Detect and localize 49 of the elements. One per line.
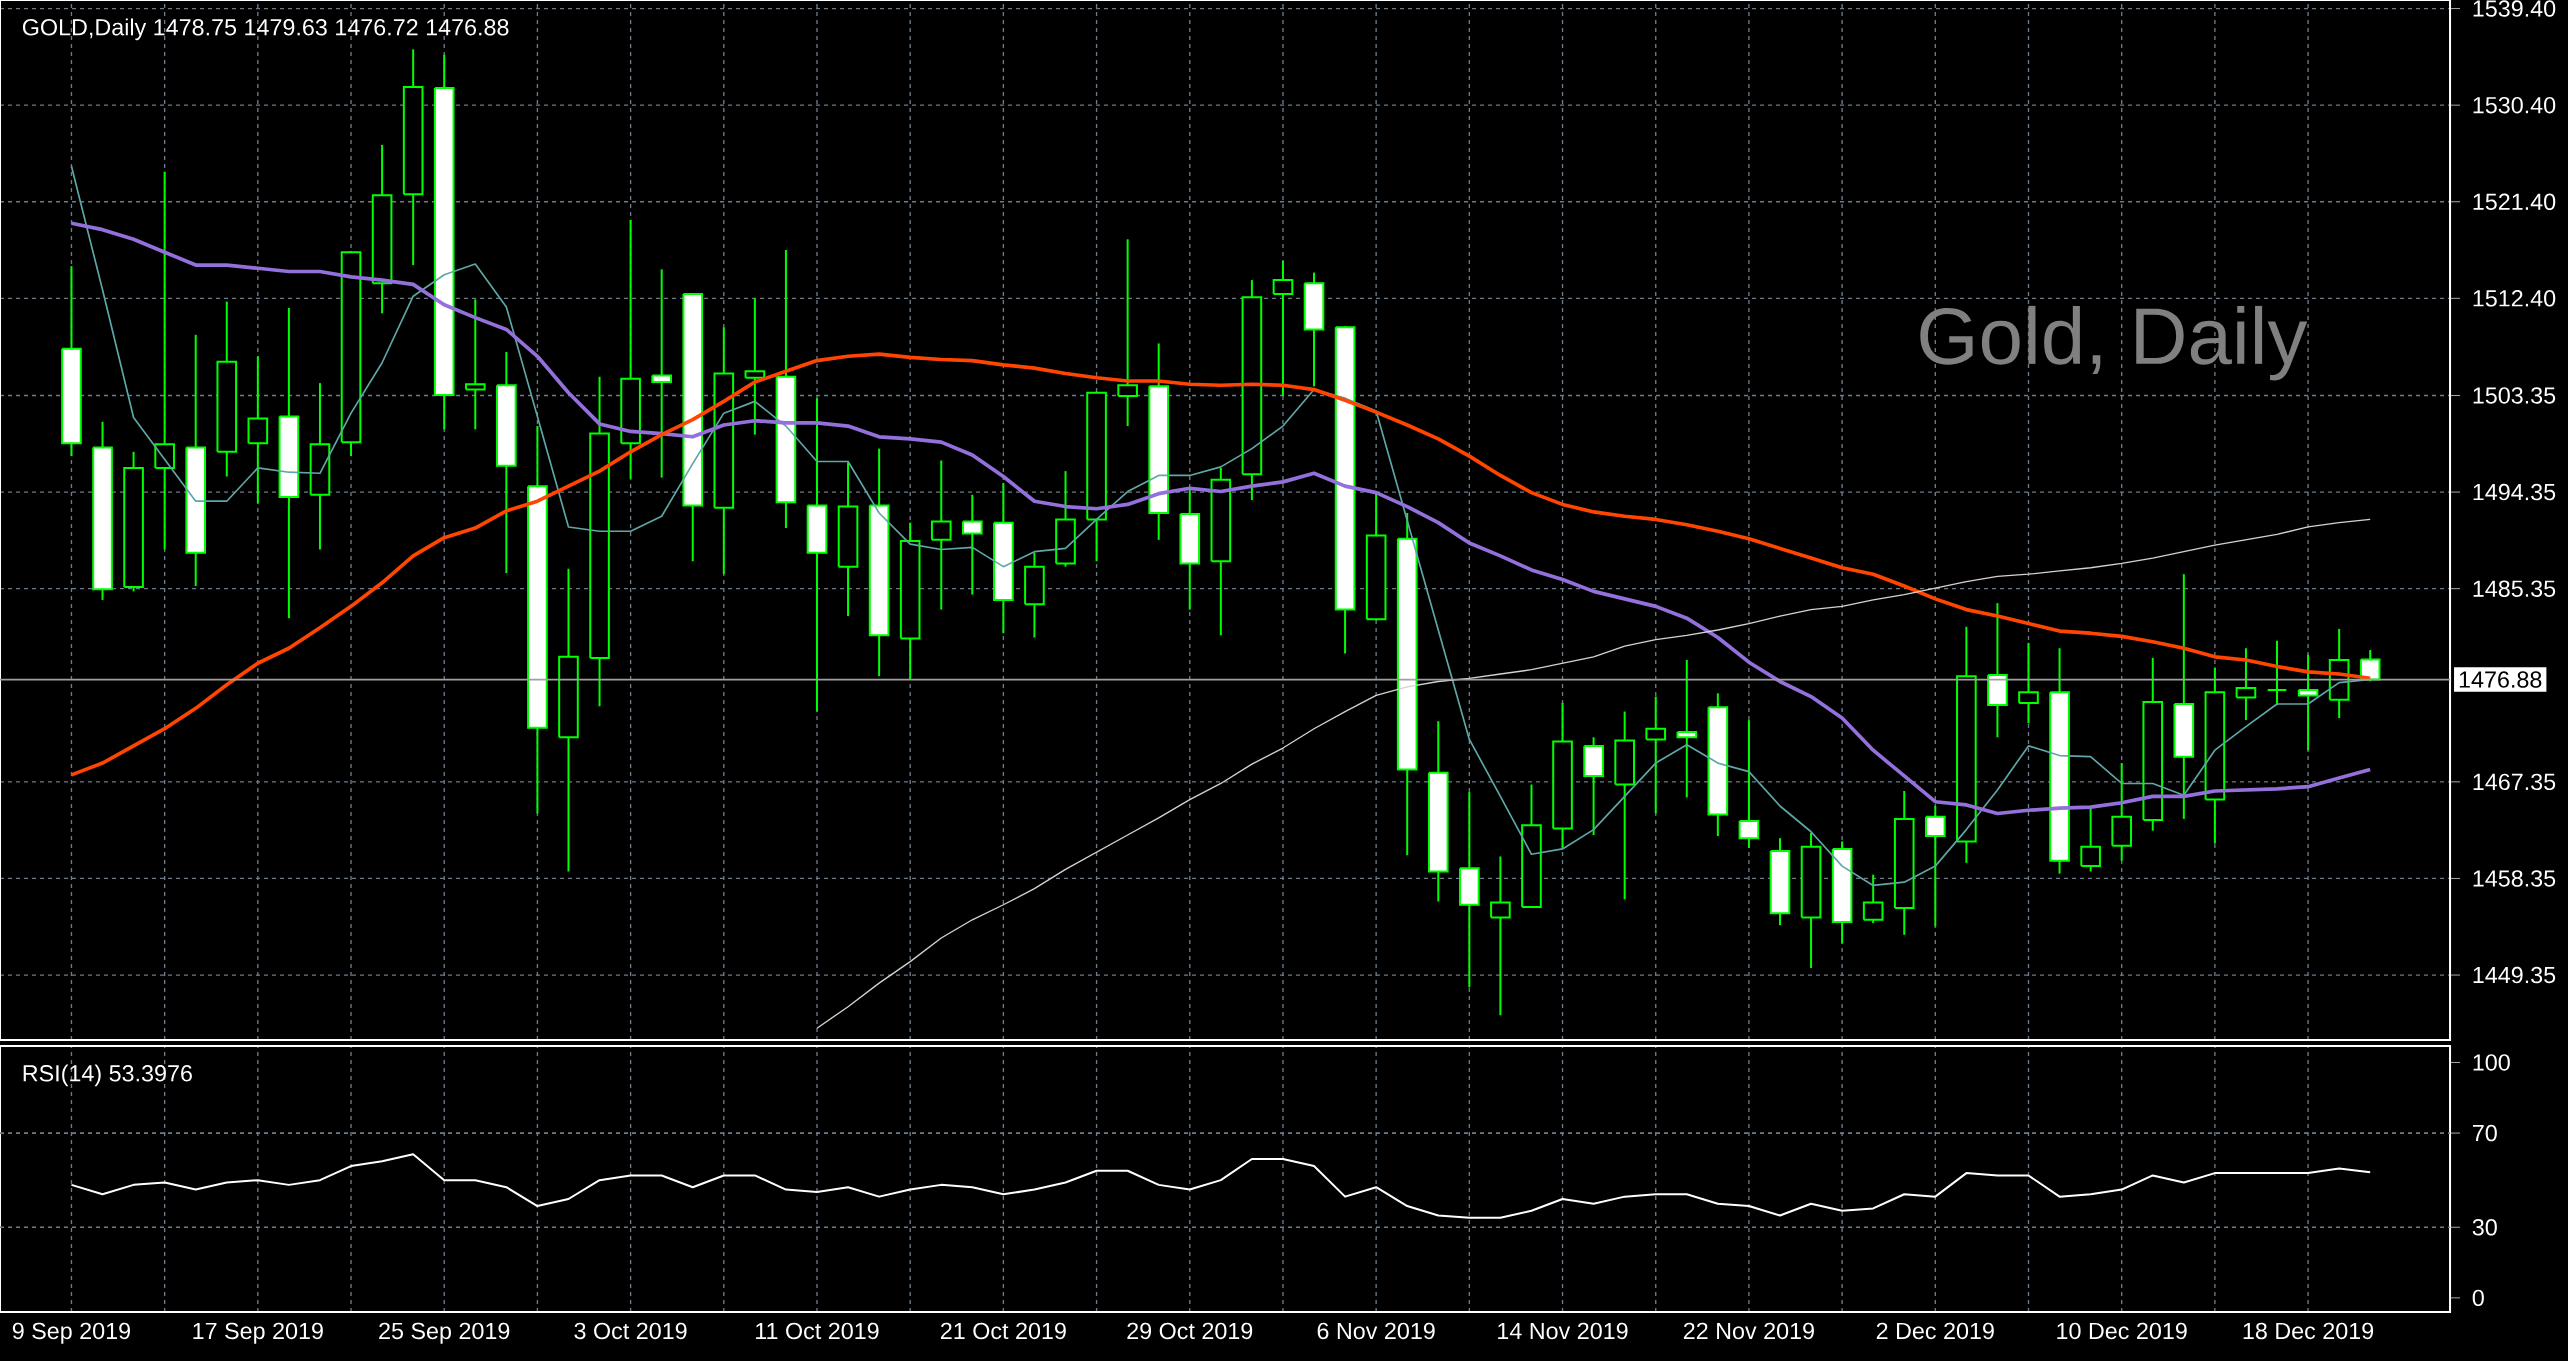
candlestick [1862,873,1884,924]
x-tick-label: 11 Oct 2019 [756,1322,879,1340]
candlestick [1676,659,1698,799]
y-tick-label: 1494.35 [2473,483,2556,501]
x-tick-label: 17 Sep 2019 [193,1322,323,1344]
y-tick-label: 1467.35 [2473,773,2556,791]
y-tick-label: 1503.35 [2473,387,2556,404]
candlestick [961,493,983,596]
x-tick-label: 22 Nov 2019 [1683,1322,1814,1340]
y-tick-label: 1485.35 [2473,580,2556,597]
y-tick-label: 70 [2473,1124,2497,1142]
candlestick [1645,695,1667,815]
y-tick-label: 1530.40 [2473,96,2556,114]
x-tick-label: 6 Nov 2019 [1317,1322,1435,1340]
candlestick [1738,719,1760,849]
y-tick-label: 100 [2473,1054,2510,1071]
candlestick [2018,641,2039,725]
x-tick-label: 3 Oct 2019 [574,1322,687,1340]
candlestick [154,170,175,551]
candlestick [464,298,486,431]
candlestick [2080,806,2101,873]
x-tick-label: 14 Nov 2019 [1498,1322,1628,1340]
x-tick-label: 21 Oct 2019 [940,1322,1066,1340]
y-tick-label: 1539.40 [2473,0,2556,17]
candlestick [930,459,952,611]
x-tick-label: 25 Sep 2019 [379,1322,510,1344]
x-tick-label: 2 Dec 2019 [1876,1322,1994,1340]
candlestick [1272,259,1294,398]
candlestick [651,268,672,479]
candlestick [2297,653,2319,752]
x-tick-label: 29 Oct 2019 [1127,1322,1253,1340]
y-tick-label: 30 [2472,1219,2497,1236]
text: GOLD,Daily 1478.75 1479.63 1476.72 1476.88 [22,18,509,41]
text: RSI(14) 53.3976 [23,1064,192,1087]
ref-line-label: 1476.88 [2459,671,2542,688]
candlestick [744,297,766,436]
candlestick [1924,805,1946,928]
y-tick-label: 0 [2472,1289,2484,1307]
y-tick-label: 1449.35 [2473,966,2556,984]
y-tick-label: 1458.35 [2473,870,2556,887]
x-tick-label: 18 Dec 2019 [2243,1322,2374,1340]
annotation: Gold, Daily [1920,305,2308,381]
candlestick [1490,855,1511,1017]
x-tick-label: 10 Dec 2019 [2057,1322,2187,1340]
x-tick-label: 9 Sep 2019 [12,1322,130,1344]
candlestick [1117,238,1138,428]
y-tick-label: 1512.40 [2473,290,2556,307]
y-tick-label: 1521.40 [2473,193,2556,210]
candlestick [2235,647,2257,722]
